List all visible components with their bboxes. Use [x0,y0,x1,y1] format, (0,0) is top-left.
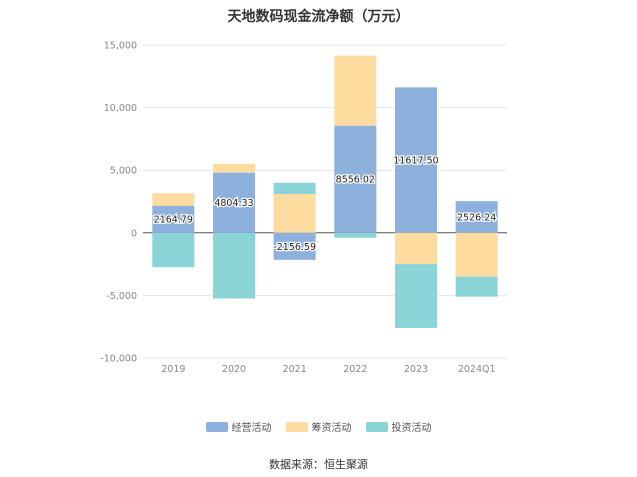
bar-investing [152,232,195,268]
x-tick-label: 2024Q1 [458,364,496,375]
bar-financing [455,232,498,277]
legend-label-investing: 投资活动 [391,423,432,434]
y-tick-label: 10,000 [104,103,137,114]
x-tick-label: 2019 [161,364,185,375]
x-tick-label: 2020 [222,364,246,375]
bar-financing [213,163,255,173]
bar-operating [213,172,255,233]
legend-swatch-financing [285,421,308,432]
x-tick-label: 2022 [343,364,367,375]
bar-operating [455,201,498,233]
data-label: 11617.50 [393,156,438,167]
y-tick-label: 0 [131,228,137,239]
bar-operating [334,125,377,233]
y-tick-label: -5,000 [106,291,137,302]
data-label: 2526.24 [457,212,496,223]
y-tick-label: 5,000 [110,166,137,177]
data-label: 2164.79 [154,215,193,226]
bar-investing [455,276,498,297]
bar-investing [273,182,316,194]
x-tick-label: 2021 [283,364,307,375]
legend-item-operating[interactable]: 经营活动 [205,419,272,434]
bar-investing [334,232,377,238]
data-label: -2156.59 [273,242,316,253]
legend-swatch-operating [205,421,228,432]
legend-item-financing[interactable]: 筹资活动 [285,419,352,434]
y-tick-label: 15,000 [104,41,137,52]
bar-financing [334,55,377,126]
x-tick-label: 2023 [404,364,428,375]
data-label: 4804.33 [214,198,253,209]
legend-item-investing[interactable]: 投资活动 [365,419,432,434]
bar-investing [395,264,437,328]
legend-swatch-investing [365,421,388,432]
y-tick-label: -10,000 [100,354,137,365]
bar-financing [152,193,195,206]
bar-operating [152,205,195,233]
bar-financing [273,193,316,233]
bar-operating [395,87,437,233]
data-label: 8556.02 [336,175,375,186]
chart-legend: 经营活动 筹资活动 投资活动 [0,419,637,434]
legend-label-financing: 筹资活动 [311,423,352,434]
legend-label-operating: 经营活动 [231,423,272,434]
bar-investing [213,232,255,299]
chart-title: 天地数码现金流净额（万元） [227,9,410,25]
bar-operating [273,232,316,260]
bar-financing [395,232,437,265]
source-note: 数据来源：恒生聚源 [269,458,368,471]
